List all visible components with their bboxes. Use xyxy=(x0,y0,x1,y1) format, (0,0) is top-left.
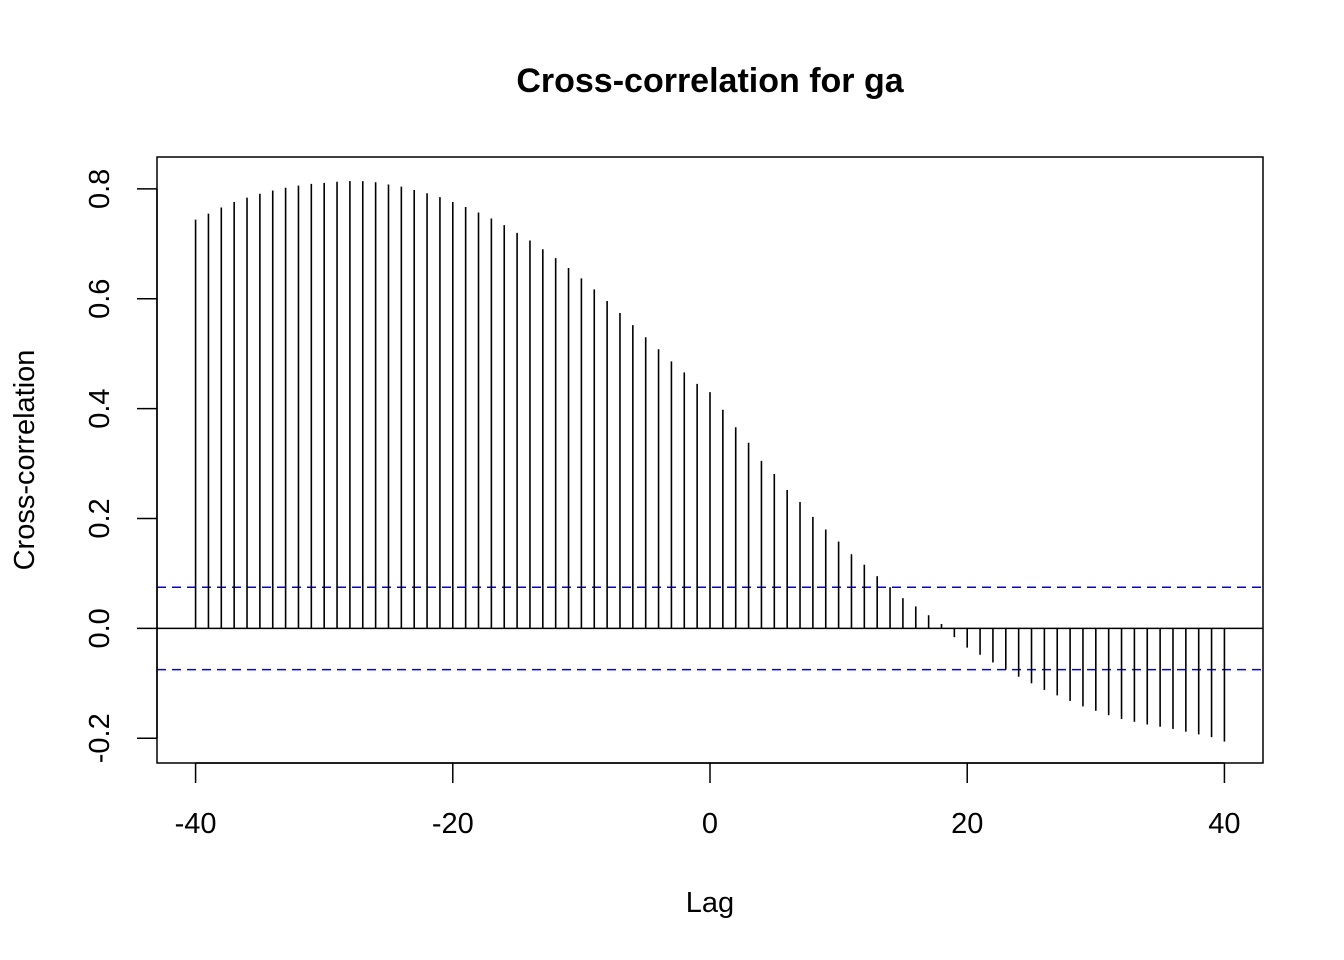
x-tick-label: 40 xyxy=(1208,808,1240,840)
x-tick-label: -40 xyxy=(175,808,217,840)
y-tick-label: 0.2 xyxy=(84,498,116,538)
y-axis-label: Cross-correlation xyxy=(9,350,41,571)
x-axis-label: Lag xyxy=(686,887,734,919)
y-tick-label: 0.6 xyxy=(84,279,116,319)
y-tick-label: -0.2 xyxy=(84,713,116,763)
x-tick-label: -20 xyxy=(432,808,474,840)
x-tick-label: 0 xyxy=(702,808,718,840)
y-tick-label: 0.0 xyxy=(84,608,116,648)
y-tick-label: 0.8 xyxy=(84,169,116,209)
y-axis: -0.2 0.0 0.2 0.4 0.6 0.8 xyxy=(84,169,158,763)
x-tick-label: 20 xyxy=(951,808,983,840)
x-axis: -40 -20 0 20 40 xyxy=(175,762,1241,840)
chart-title: Cross-correlation for ga xyxy=(516,62,904,100)
y-tick-label: 0.4 xyxy=(84,388,116,428)
plot-area xyxy=(157,181,1263,742)
